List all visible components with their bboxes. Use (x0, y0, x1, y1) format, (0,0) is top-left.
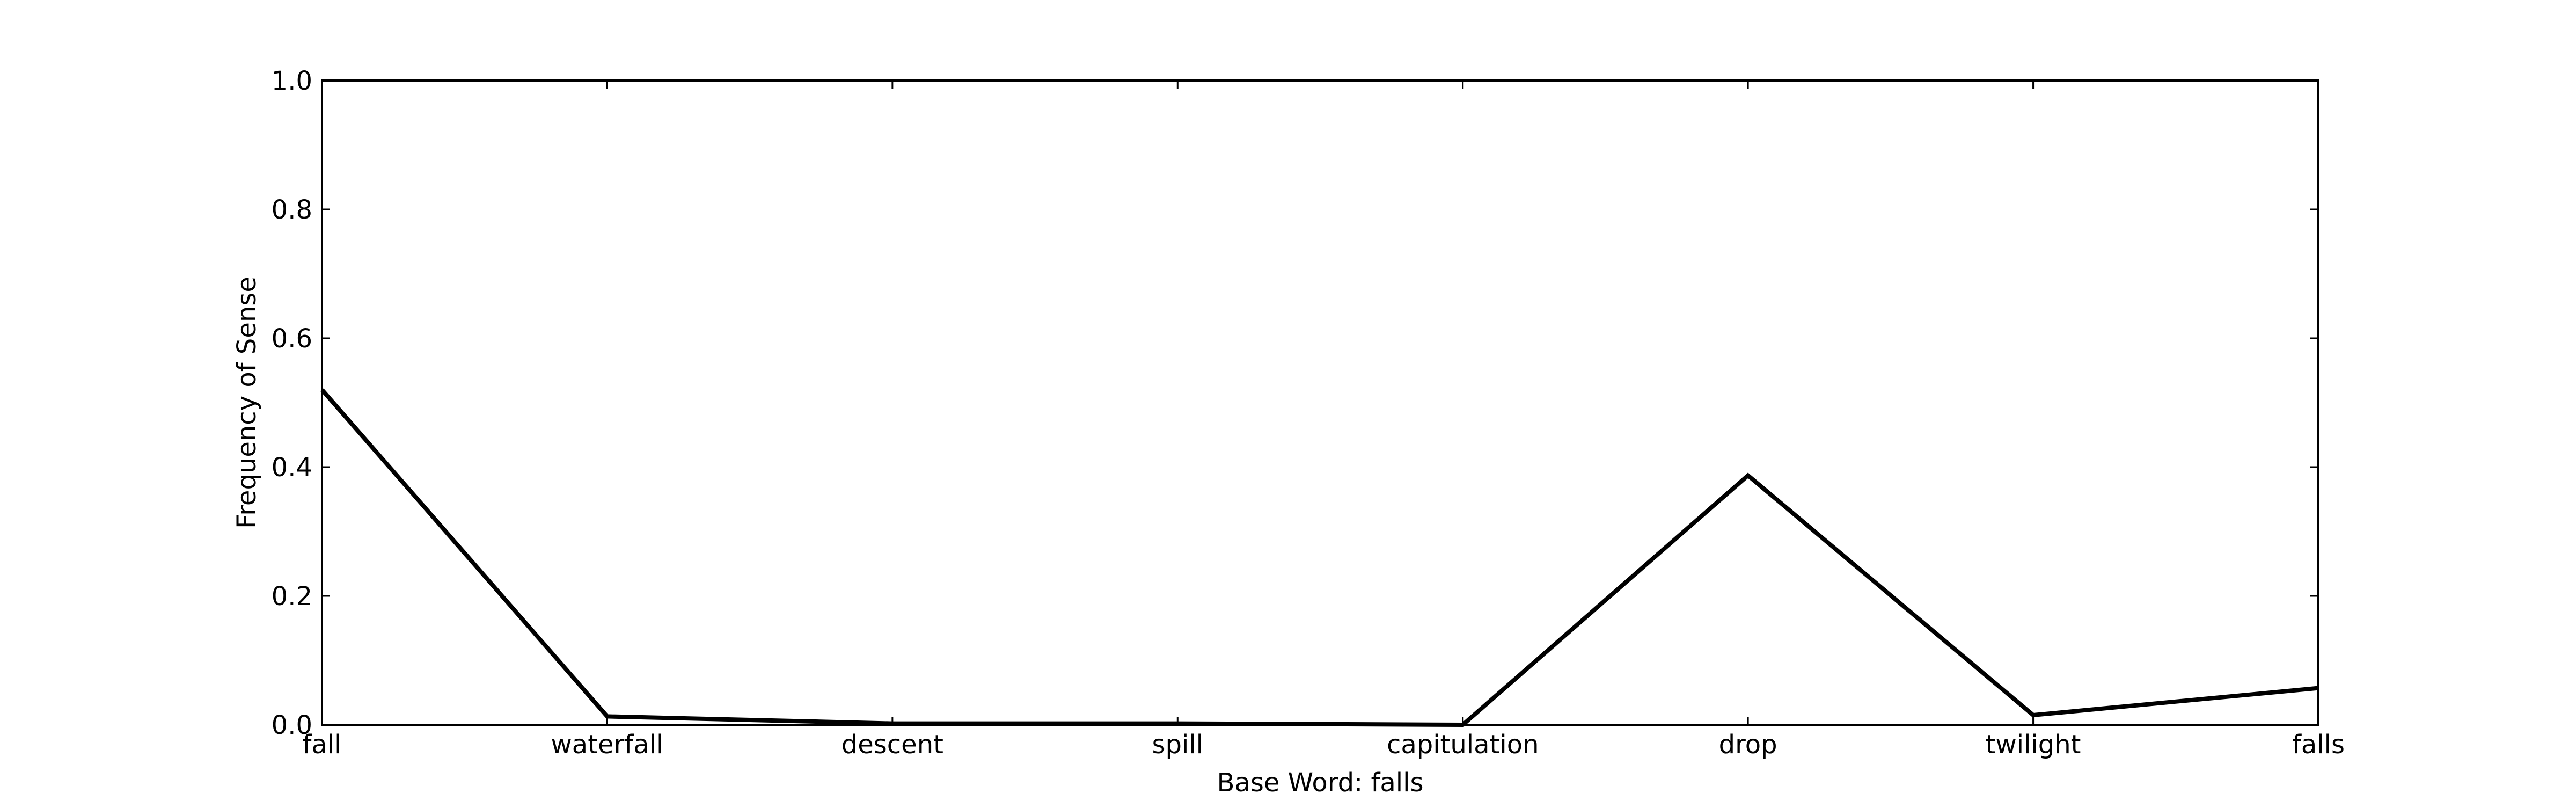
y-axis-label: Frequency of Sense (232, 276, 262, 529)
y-tick-label: 0.0 (272, 710, 312, 740)
series-line (320, 388, 2319, 727)
plot-frame (321, 79, 2319, 726)
x-tick-label: twilight (1986, 730, 2081, 760)
y-tick-label: 0.8 (272, 195, 312, 225)
y-tick-label: 0.2 (272, 581, 312, 612)
x-axis-label: Base Word: falls (1217, 768, 1424, 798)
y-tick-labels: 0.0 0.2 0.4 0.6 0.8 1.0 (272, 66, 312, 740)
x-tick-label: capitulation (1387, 730, 1539, 760)
y-tick-label: 0.4 (272, 453, 312, 483)
x-tick-labels: fall waterfall descent spill capitulation dro… (303, 730, 2345, 760)
x-tick-label: falls (2292, 730, 2345, 760)
x-tick-label: drop (1719, 730, 1777, 760)
x-tick-label: waterfall (551, 730, 664, 760)
x-tick-label: fall (303, 730, 342, 760)
x-tick-label: descent (841, 730, 943, 760)
y-tick-label: 1.0 (272, 66, 312, 96)
x-tick-label: spill (1152, 730, 1203, 760)
y-tick-label: 0.6 (272, 324, 312, 354)
ticks-layer (321, 79, 2319, 726)
series-layer (320, 388, 2319, 727)
